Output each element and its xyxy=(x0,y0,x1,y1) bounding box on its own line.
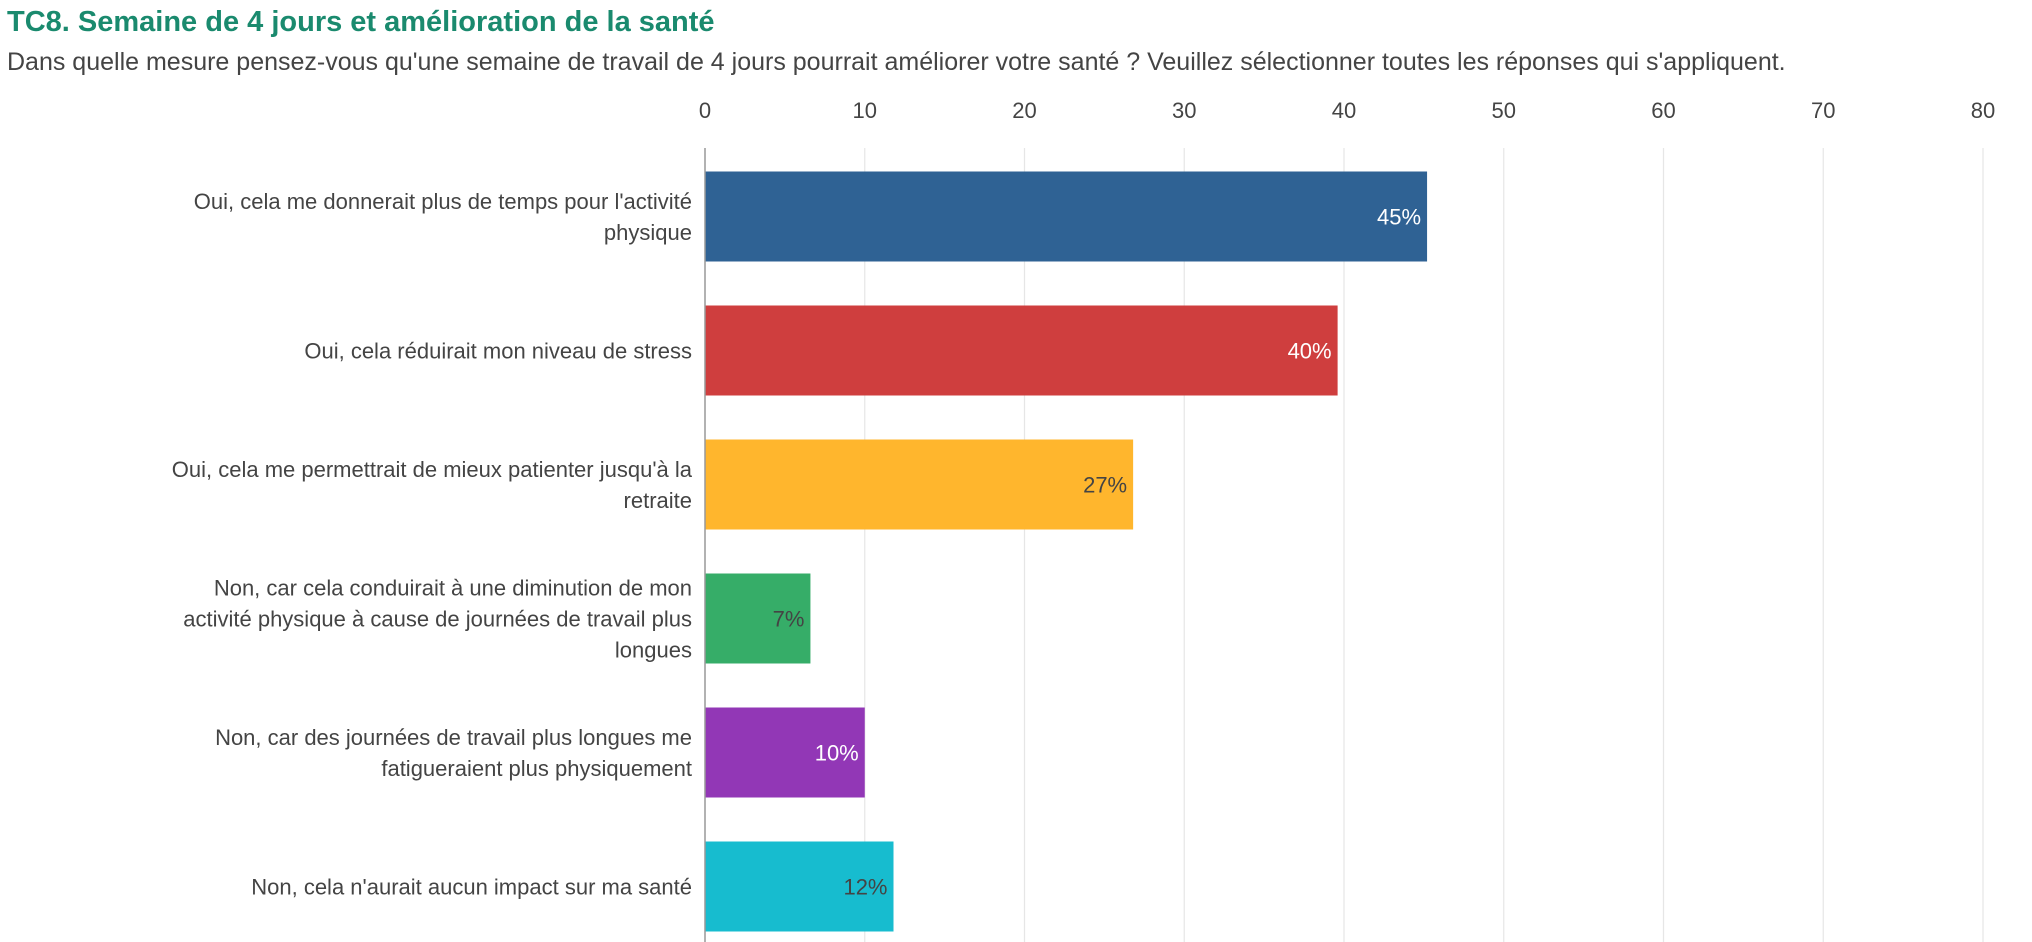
chart-title: TC8. Semaine de 4 jours et amélioration … xyxy=(7,6,715,38)
bar xyxy=(705,305,1338,396)
x-tick-label: 60 xyxy=(1651,98,1675,123)
x-tick-label: 10 xyxy=(853,98,877,123)
data-label: 40% xyxy=(1288,339,1332,364)
category-label: Oui, cela me donnerait plus de temps pou… xyxy=(194,189,692,245)
bar xyxy=(705,841,894,932)
x-tick-label: 40 xyxy=(1332,98,1356,123)
category-label: Non, car cela conduirait à une diminutio… xyxy=(183,576,692,663)
x-tick-label: 30 xyxy=(1172,98,1196,123)
category-label: Non, car des journées de travail plus lo… xyxy=(215,725,692,781)
data-label: 7% xyxy=(773,607,805,632)
category-label: Non, cela n'aurait aucun impact sur ma s… xyxy=(251,875,692,900)
category-label: Oui, cela réduirait mon niveau de stress xyxy=(304,339,692,364)
x-tick-label: 50 xyxy=(1492,98,1516,123)
bar xyxy=(705,171,1428,262)
data-label: 10% xyxy=(815,741,859,766)
chart-subtitle: Dans quelle mesure pensez-vous qu'une se… xyxy=(7,48,1786,76)
data-label: 27% xyxy=(1083,473,1127,498)
x-tick-label: 0 xyxy=(699,98,711,123)
data-label: 45% xyxy=(1377,205,1421,230)
bars xyxy=(705,171,1428,932)
x-tick-label: 70 xyxy=(1811,98,1835,123)
data-labels: 45% 40% 27% 7% 10% 12% xyxy=(773,205,1421,900)
bar xyxy=(705,439,1134,530)
x-axis-ticks: 0 10 20 30 40 50 60 70 80 xyxy=(699,98,1995,123)
x-tick-label: 20 xyxy=(1012,98,1036,123)
bar xyxy=(705,707,865,798)
category-labels: Oui, cela me donnerait plus de temps pou… xyxy=(172,189,693,900)
data-label: 12% xyxy=(843,875,887,900)
bar xyxy=(705,573,811,664)
category-label: Oui, cela me permettrait de mieux patien… xyxy=(172,457,693,513)
x-tick-label: 80 xyxy=(1971,98,1995,123)
gridlines xyxy=(864,148,1984,942)
